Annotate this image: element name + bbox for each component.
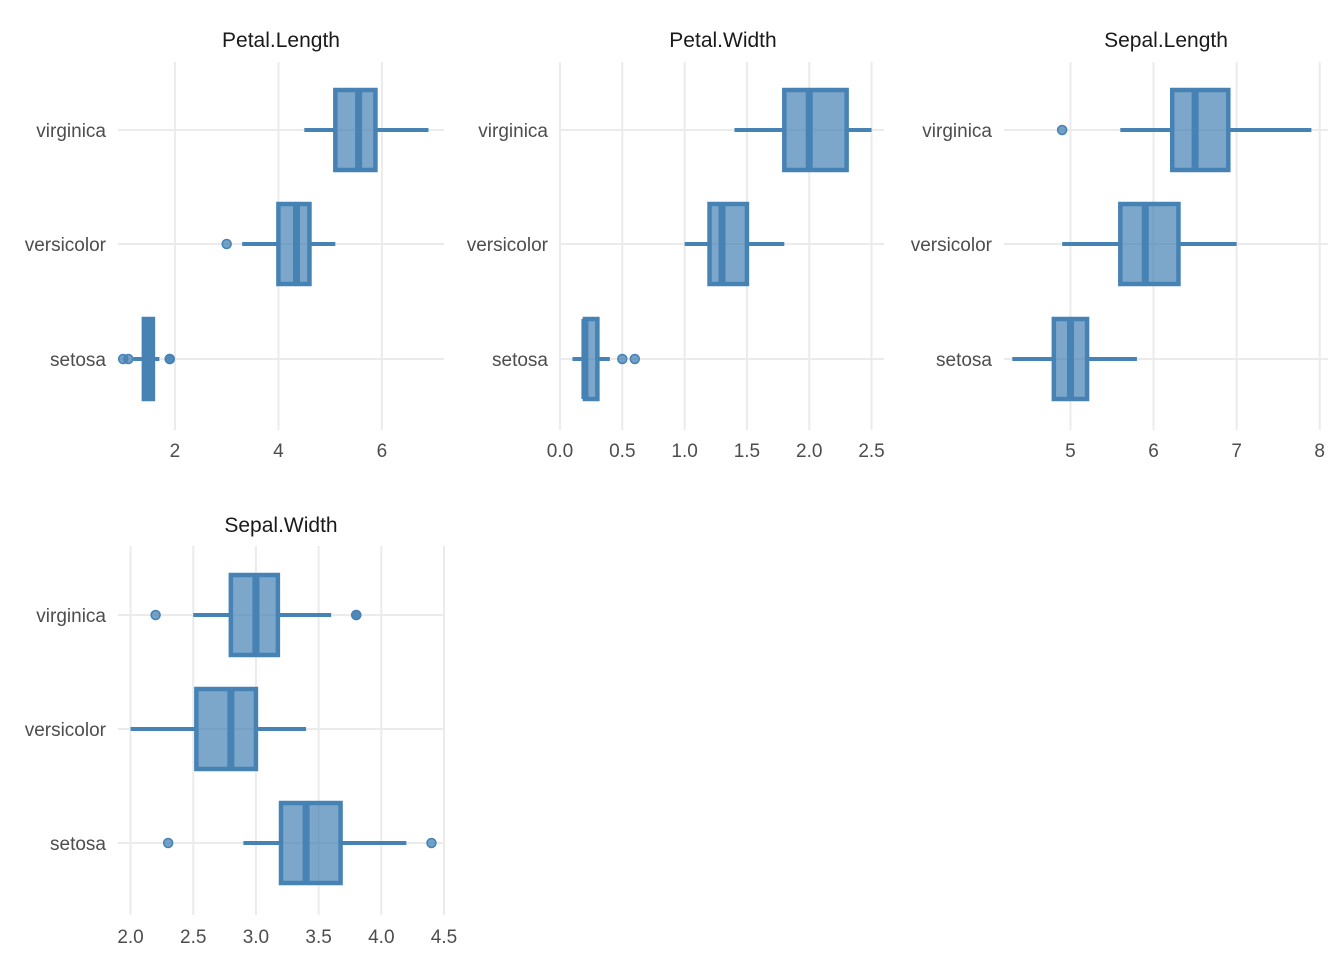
category-label-setosa: setosa [50,350,106,371]
panel-title: Petal.Length [222,29,340,52]
category-label-virginica: virginica [36,121,106,142]
panel-title: Sepal.Width [224,514,337,537]
x-tick-label: 1.0 [671,441,697,462]
iqr-box [194,686,259,772]
iqr-box [782,87,849,173]
boxplot-setosa [1012,316,1137,402]
panel-title: Petal.Width [669,29,776,52]
boxplot-versicolor [1062,201,1237,287]
facet-panel-sepal-length: Sepal.Length 5 6 7 8 virginica versicolor setos… [911,29,1328,462]
x-tick-label: 2 [170,441,181,462]
x-tick-label: 0.0 [547,441,573,462]
boxplot-versicolor [684,201,785,287]
boxplot-virginica [150,572,362,658]
outlier-point [350,609,362,621]
x-tick-label: 5 [1065,441,1076,462]
category-label-versicolor: versicolor [911,235,993,256]
boxplot-versicolor [130,686,307,772]
category-label-versicolor: versicolor [25,235,107,256]
facet-panel-petal-length: Petal.Length 2 4 6 virginica versicolor setosa [25,29,444,462]
x-tick-label: 4.0 [368,927,394,948]
outlier-point [162,837,174,849]
category-label-versicolor: versicolor [25,720,107,741]
iqr-box [278,800,343,886]
facet-panel-petal-width: Petal.Width 0.0 0.5 1.0 1.5 2.0 2.5 virginica ve… [467,29,885,462]
category-label-setosa: setosa [50,834,106,855]
category-label-virginica: virginica [922,121,992,142]
x-tick-label: 2.5 [180,927,206,948]
x-tick-label: 3.0 [243,927,269,948]
boxplot-virginica [304,87,429,173]
boxplot-virginica [734,87,872,173]
boxplot-virginica [1056,87,1312,173]
x-tick-label: 8 [1314,441,1325,462]
x-tick-label: 6 [1148,441,1159,462]
boxplot-setosa [572,316,641,402]
x-tick-label: 7 [1231,441,1242,462]
x-tick-label: 2.5 [858,441,884,462]
x-tick-label: 1.5 [734,441,760,462]
outlier-point [629,353,641,365]
outlier-point [426,837,437,849]
x-tick-label: 2.0 [117,927,143,948]
outlier-point [221,238,232,250]
category-label-versicolor: versicolor [467,235,549,256]
facet-panel-sepal-width: Sepal.Width 2.0 2.5 3.0 3.5 4.0 4.5 virginica ve… [25,514,458,948]
x-tick-label: 4 [273,441,284,462]
iqr-box [1118,201,1181,287]
outlier-point [123,353,134,365]
x-tick-label: 0.5 [609,441,635,462]
boxplot-setosa [162,800,437,886]
boxplot-setosa [117,316,175,402]
outlier-point [150,609,161,621]
category-label-virginica: virginica [36,606,106,627]
boxplot-versicolor [221,201,336,287]
iqr-box [1169,87,1231,173]
iqr-box [707,201,750,287]
x-tick-label: 2.0 [796,441,822,462]
category-label-setosa: setosa [492,350,548,371]
x-tick-label: 3.5 [305,927,331,948]
outlier-point [1056,124,1068,136]
category-label-virginica: virginica [478,121,548,142]
category-label-setosa: setosa [936,350,992,371]
outlier-point [164,353,175,365]
x-tick-label: 4.5 [431,927,457,948]
panel-title: Sepal.Length [1104,29,1228,52]
outlier-point [617,353,628,365]
x-tick-label: 6 [377,441,388,462]
